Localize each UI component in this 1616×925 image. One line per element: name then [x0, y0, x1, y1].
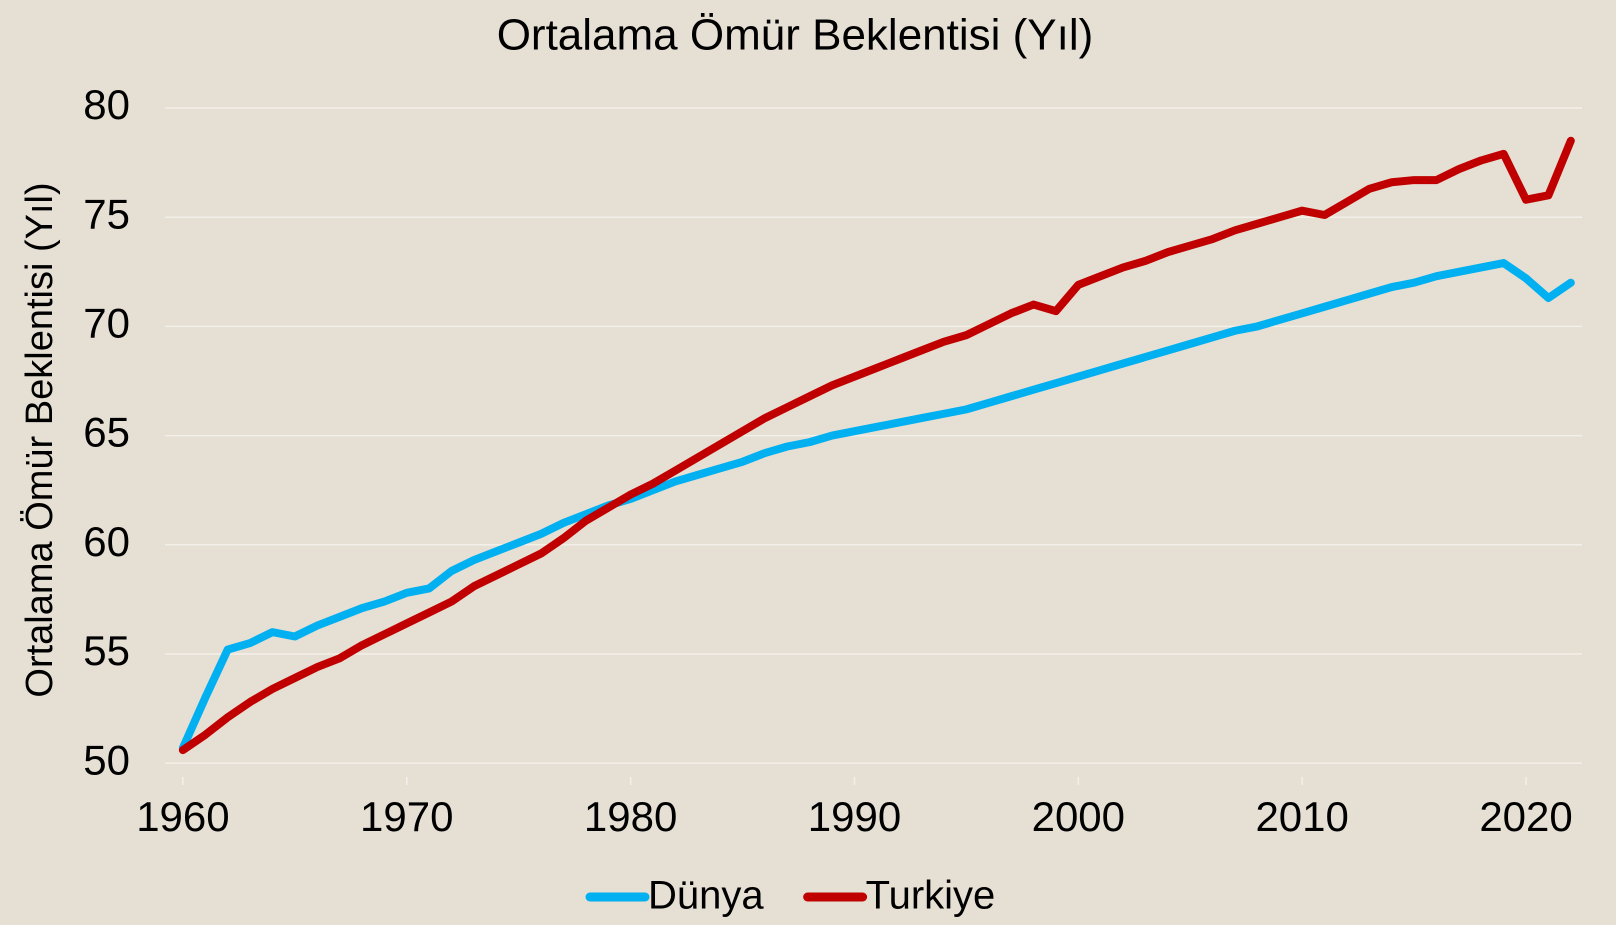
- legend-label: Turkiye: [866, 874, 996, 918]
- x-tick-label: 2000: [1032, 793, 1125, 840]
- chart: Ortalama Ömür Beklentisi (Yıl) Ortalama …: [0, 0, 1616, 925]
- x-tick-label: 1990: [808, 793, 901, 840]
- x-tick-label: 1970: [360, 793, 453, 840]
- chart-title: Ortalama Ömür Beklentisi (Yıl): [497, 11, 1094, 60]
- x-tick-label: 2020: [1479, 793, 1572, 840]
- y-tick-label: 60: [83, 518, 130, 565]
- y-axis-label: Ortalama Ömür Beklentisi (Yıl): [19, 182, 61, 697]
- y-tick-label: 80: [83, 81, 130, 128]
- background: [0, 0, 1616, 925]
- x-tick-label: 1960: [136, 793, 229, 840]
- legend-label: Dünya: [648, 874, 764, 918]
- y-tick-label: 75: [83, 190, 130, 237]
- x-tick-label: 1980: [584, 793, 677, 840]
- y-tick-label: 70: [83, 299, 130, 346]
- y-tick-label: 55: [83, 627, 130, 674]
- x-tick-label: 2010: [1255, 793, 1348, 840]
- y-tick-label: 65: [83, 409, 130, 456]
- y-tick-label: 50: [83, 736, 130, 783]
